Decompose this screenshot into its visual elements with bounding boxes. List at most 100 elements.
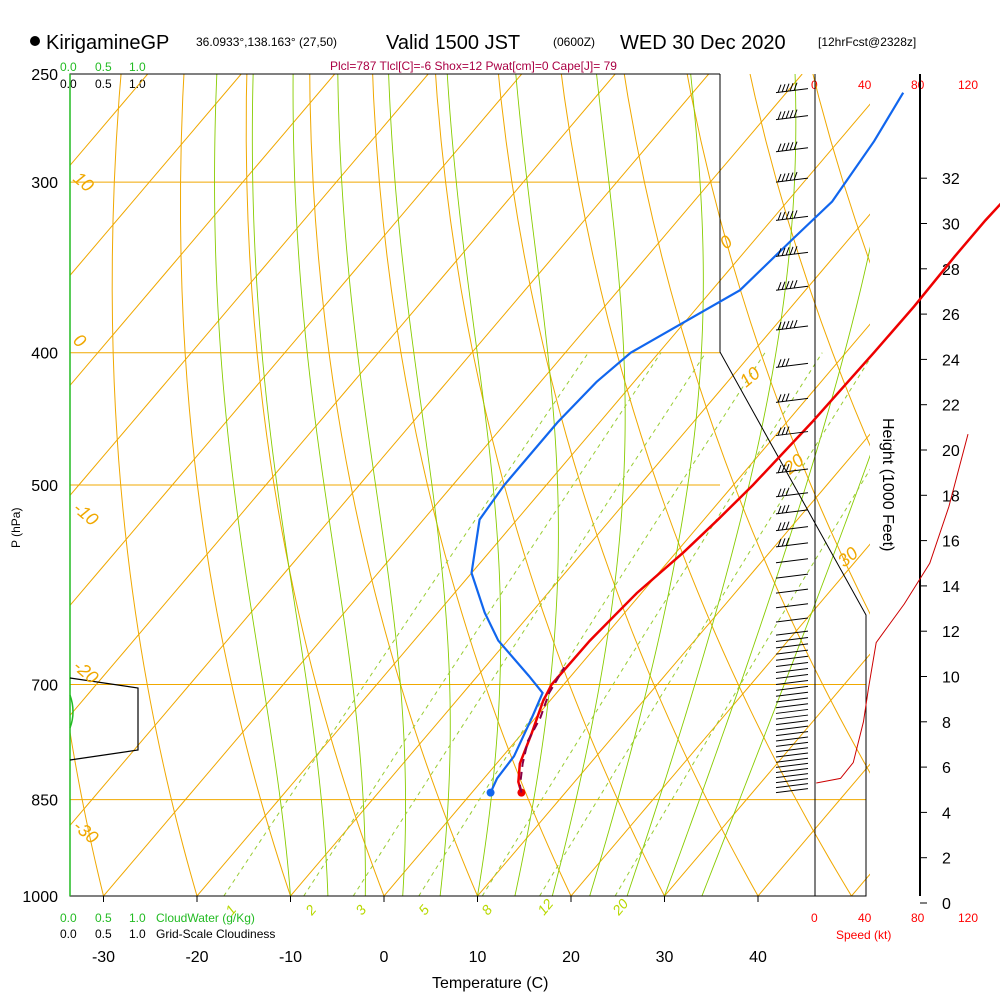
wind-barb-feather [781, 538, 786, 547]
cw-bottom-tick-0: 0.0 [60, 911, 77, 925]
wind-barb-feather [781, 358, 786, 368]
isotherm-line [383, 323, 870, 896]
speed-tick-bot-2: 80 [911, 911, 925, 925]
speed-tick-top-1: 40 [858, 78, 872, 92]
wind-barb [775, 773, 809, 779]
valid-time: Valid 1500 JST [386, 32, 520, 54]
wind-barb [775, 757, 809, 763]
wind-barb-feather [789, 246, 794, 255]
height-tick-label: 24 [942, 352, 960, 369]
isotherm-line [851, 873, 870, 896]
pressure-tick-label: 500 [31, 478, 58, 495]
wind-barb [775, 768, 809, 774]
height-tick-label: 16 [942, 534, 960, 551]
wind-barb-feather [785, 426, 790, 435]
wind-barb [775, 397, 809, 403]
wind-barb [775, 88, 809, 94]
wind-barb-feather [793, 280, 798, 289]
isotherm-line [70, 74, 429, 497]
wind-barb-feather [777, 173, 782, 183]
height-tick-label: 22 [942, 398, 960, 415]
dry-adiabat-line [560, 74, 852, 896]
isotherm-label: -10 [69, 498, 102, 530]
wind-barb-feather [785, 521, 790, 530]
speed-axis-label: Speed (kt) [836, 928, 891, 942]
wind-barb-feather [793, 319, 798, 329]
mixing-ratio-label: 3 [352, 902, 369, 918]
speed-tick-bot-1: 40 [858, 911, 872, 925]
wind-barb-feather [789, 172, 794, 181]
thermo-background-lines [0, 50, 870, 896]
height-tick-label: 14 [942, 579, 960, 596]
moist-adiabat-line [446, 74, 502, 896]
wind-barb [775, 668, 809, 674]
temperature-axis: -30 -20 -10 0 10 20 30 40 [92, 896, 767, 966]
wind-barb [775, 783, 809, 789]
temperature-tick-label: 40 [749, 949, 767, 966]
pressure-tick-label: 300 [31, 175, 58, 192]
mixing-ratio-line [481, 352, 823, 896]
mixing-ratio-label: 12 [534, 896, 556, 918]
wind-barb-feather [793, 246, 798, 255]
speed-scale-bottom: 0 40 80 120 Speed (kt) [811, 911, 978, 942]
wind-barb-feather [781, 281, 786, 290]
wind-barb-feather [789, 109, 794, 119]
wind-barb [775, 747, 809, 753]
forecast-info: [12hrFcst@2328z] [818, 35, 916, 49]
wind-barb-feather [785, 320, 790, 330]
wind-barb-feather [777, 321, 782, 331]
cw-bottom-tick-1: 0.5 [95, 911, 112, 925]
wind-barb [775, 617, 809, 623]
pressure-tick-label: 400 [31, 346, 58, 363]
dry-adiabat-line [812, 74, 870, 264]
wind-barb-feather [793, 210, 798, 219]
pressure-tick-label: 1000 [22, 889, 58, 906]
wind-barb-feather [781, 211, 786, 221]
wind-barb-feather [777, 522, 782, 531]
mixing-ratio-line [223, 352, 589, 896]
wind-barb [775, 147, 809, 153]
wind-speed-profile [816, 434, 969, 784]
dry-adiabat-line [749, 74, 870, 447]
wind-barb-feather [785, 504, 790, 514]
cl-bottom-label: Grid-Scale Cloudiness [156, 927, 275, 941]
wind-barb-feather [789, 142, 794, 151]
pressure-axis: 250 300 400 500 700 850 1000 [22, 67, 58, 906]
moist-adiabat-line [514, 74, 559, 896]
wind-barb [775, 725, 809, 731]
isobar-lines [70, 181, 866, 897]
cw-tick-2: 1.0 [129, 60, 146, 74]
dry-adiabat-line [686, 74, 870, 615]
speed-tick-top-3: 120 [958, 78, 978, 92]
wind-barb-feather [781, 84, 786, 93]
station-name: KirigamineGP [46, 32, 169, 54]
wind-barb [775, 431, 809, 437]
wind-barb-feather [777, 248, 782, 257]
dry-adiabat-line [497, 74, 759, 896]
moist-adiabat-line [664, 246, 870, 896]
height-tick-label: 12 [942, 624, 960, 641]
wind-barb-feather [781, 143, 786, 152]
wind-barb-feather [781, 247, 786, 256]
dry-adiabat-line [435, 74, 665, 896]
cloudwater-legend-top: 0.0 0.5 1.0 0.0 0.5 1.0 [60, 60, 146, 91]
wind-barb-feather [781, 110, 786, 120]
wind-barb-feather [793, 82, 798, 91]
wind-barb [775, 177, 809, 183]
wind-barb [775, 468, 809, 474]
wind-barb [775, 741, 809, 747]
station-coords: 36.0933°,138.163° (27,50) [196, 35, 337, 49]
wind-barb [775, 708, 809, 714]
cloudwater-profile [69, 694, 74, 729]
mixing-ratio-line [539, 357, 870, 896]
indices-line: Plcl=787 Tlcl[C]=-6 Shox=12 Pwat[cm]=0 C… [330, 59, 617, 73]
wind-barb [775, 509, 809, 515]
wind-barb [775, 674, 809, 680]
dry-adiabat-line [0, 50, 10, 896]
wind-barb [775, 752, 809, 758]
wind-barb-feather [785, 211, 790, 220]
isotherm-line [70, 74, 336, 387]
y-axis-label: P (hPa) [9, 508, 23, 548]
height-tick-label: 4 [942, 805, 951, 822]
